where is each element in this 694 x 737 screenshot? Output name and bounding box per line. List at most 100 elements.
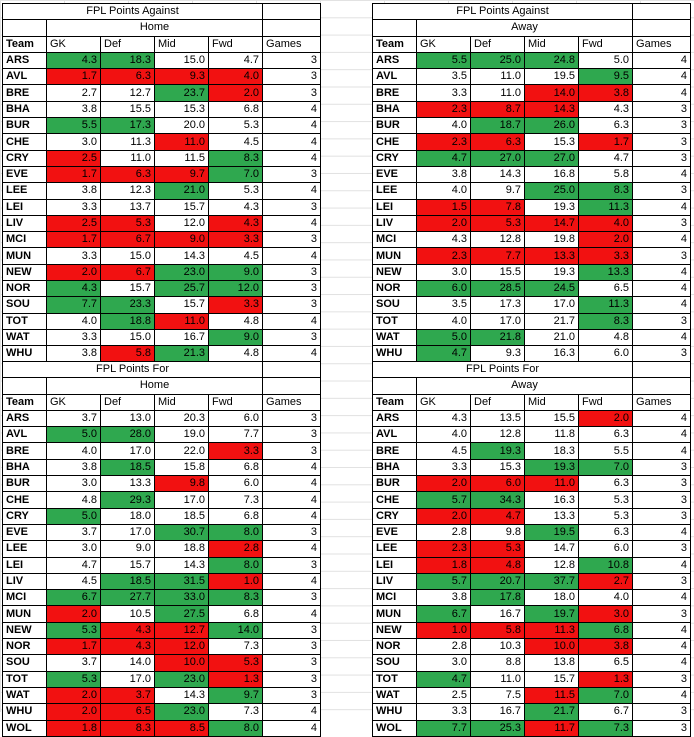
value-cell[interactable]: 6.0 <box>207 409 264 428</box>
value-cell[interactable]: 3.8 <box>577 638 634 656</box>
value-cell[interactable]: 11.3 <box>577 198 634 216</box>
value-cell[interactable]: 2.5 <box>416 686 471 705</box>
value-cell[interactable]: 13.5 <box>470 409 525 428</box>
games-cell[interactable]: 4 <box>262 133 322 151</box>
value-cell[interactable]: 9.7 <box>154 165 209 184</box>
games-cell[interactable]: 4 <box>632 409 692 428</box>
team-cell[interactable]: WOL <box>2 719 47 737</box>
value-cell[interactable]: 11.0 <box>470 670 525 688</box>
value-cell[interactable]: 11.3 <box>577 296 634 314</box>
value-cell[interactable]: 3.3 <box>577 247 634 265</box>
games-cell[interactable]: 4 <box>632 556 692 574</box>
value-cell[interactable]: 18.8 <box>100 312 155 330</box>
value-cell[interactable]: 17.3 <box>100 117 155 135</box>
value-cell[interactable]: 3.3 <box>207 296 264 314</box>
games-cell[interactable]: 3 <box>632 719 692 737</box>
value-cell[interactable]: 23.0 <box>154 263 209 282</box>
value-cell[interactable]: 11.3 <box>524 621 579 640</box>
value-cell[interactable]: 5.8 <box>470 621 525 640</box>
value-cell[interactable]: 8.0 <box>207 556 264 574</box>
value-cell[interactable]: 15.3 <box>154 100 209 119</box>
value-cell[interactable]: 33.0 <box>154 589 209 607</box>
team-cell[interactable]: BRE <box>2 442 47 460</box>
value-cell[interactable]: 14.7 <box>524 214 579 233</box>
value-cell[interactable]: 23.0 <box>154 670 209 688</box>
value-cell[interactable]: 15.7 <box>524 670 579 688</box>
value-cell[interactable]: 5.3 <box>577 507 634 525</box>
games-cell[interactable]: 4 <box>632 426 692 444</box>
value-cell[interactable]: 5.3 <box>470 540 525 558</box>
games-cell[interactable]: 3 <box>262 231 322 249</box>
team-cell[interactable]: CRY <box>2 507 47 525</box>
value-cell[interactable]: 9.3 <box>470 345 525 363</box>
value-cell[interactable]: 4.5 <box>207 133 264 151</box>
value-cell[interactable]: 4.8 <box>207 312 264 330</box>
value-cell[interactable]: 5.7 <box>416 572 471 591</box>
value-cell[interactable]: 7.3 <box>207 491 264 509</box>
value-cell[interactable]: 2.5 <box>46 214 101 233</box>
value-cell[interactable]: 15.7 <box>154 198 209 216</box>
value-cell[interactable]: 4.7 <box>470 507 525 525</box>
value-cell[interactable]: 5.8 <box>577 165 634 184</box>
team-cell[interactable]: WOL <box>372 719 417 737</box>
value-cell[interactable]: 19.7 <box>524 605 579 623</box>
team-cell[interactable]: BUR <box>372 117 417 135</box>
team-cell[interactable]: BRE <box>2 84 47 102</box>
value-cell[interactable]: 8.5 <box>154 719 209 737</box>
value-cell[interactable]: 4.8 <box>577 328 634 347</box>
games-cell[interactable]: 4 <box>262 345 322 363</box>
team-cell[interactable]: BUR <box>2 475 47 493</box>
value-cell[interactable]: 25.3 <box>470 719 525 737</box>
value-cell[interactable]: 15.5 <box>100 100 155 119</box>
team-cell[interactable]: CHE <box>2 133 47 151</box>
games-cell[interactable]: 4 <box>632 654 692 672</box>
team-cell[interactable]: NOR <box>372 280 417 298</box>
value-cell[interactable]: 13.3 <box>524 507 579 525</box>
games-cell[interactable]: 4 <box>262 605 322 623</box>
value-cell[interactable]: 4.5 <box>207 247 264 265</box>
team-cell[interactable]: TOT <box>372 312 417 330</box>
value-cell[interactable]: 16.7 <box>154 328 209 347</box>
value-cell[interactable]: 3.7 <box>46 409 101 428</box>
value-cell[interactable]: 4.5 <box>46 572 101 591</box>
value-cell[interactable]: 9.0 <box>100 540 155 558</box>
value-cell[interactable]: 8.8 <box>470 654 525 672</box>
value-cell[interactable]: 4.3 <box>100 638 155 656</box>
value-cell[interactable]: 14.0 <box>207 621 264 640</box>
value-cell[interactable]: 16.7 <box>470 605 525 623</box>
value-cell[interactable]: 15.5 <box>524 409 579 428</box>
games-cell[interactable]: 4 <box>632 638 692 656</box>
games-cell[interactable]: 4 <box>262 475 322 493</box>
games-cell[interactable]: 4 <box>262 117 322 135</box>
value-cell[interactable]: 5.8 <box>100 345 155 363</box>
games-cell[interactable]: 3 <box>262 328 322 347</box>
team-cell[interactable]: MUN <box>372 605 417 623</box>
value-cell[interactable]: 5.3 <box>100 214 155 233</box>
value-cell[interactable]: 4.0 <box>416 182 471 200</box>
value-cell[interactable]: 7.7 <box>416 719 471 737</box>
value-cell[interactable]: 37.7 <box>524 572 579 591</box>
games-cell[interactable]: 4 <box>262 247 322 265</box>
team-cell[interactable]: LIV <box>2 572 47 591</box>
value-cell[interactable]: 4.8 <box>470 556 525 574</box>
games-cell[interactable]: 3 <box>632 540 692 558</box>
value-cell[interactable]: 15.5 <box>470 263 525 282</box>
value-cell[interactable]: 11.0 <box>470 68 525 86</box>
team-cell[interactable]: LIV <box>2 214 47 233</box>
team-cell[interactable]: ARS <box>2 409 47 428</box>
games-cell[interactable]: 3 <box>262 68 322 86</box>
value-cell[interactable]: 18.5 <box>100 572 155 591</box>
team-cell[interactable]: BHA <box>2 458 47 477</box>
value-cell[interactable]: 1.7 <box>46 68 101 86</box>
games-cell[interactable]: 3 <box>632 214 692 233</box>
value-cell[interactable]: 8.3 <box>577 182 634 200</box>
value-cell[interactable]: 18.3 <box>100 51 155 70</box>
games-cell[interactable]: 4 <box>262 507 322 525</box>
value-cell[interactable]: 1.7 <box>46 638 101 656</box>
team-cell[interactable]: CRY <box>2 149 47 167</box>
games-cell[interactable]: 3 <box>262 654 322 672</box>
games-cell[interactable]: 3 <box>262 426 322 444</box>
value-cell[interactable]: 2.0 <box>46 686 101 705</box>
value-cell[interactable]: 2.3 <box>416 133 471 151</box>
value-cell[interactable]: 1.7 <box>46 231 101 249</box>
